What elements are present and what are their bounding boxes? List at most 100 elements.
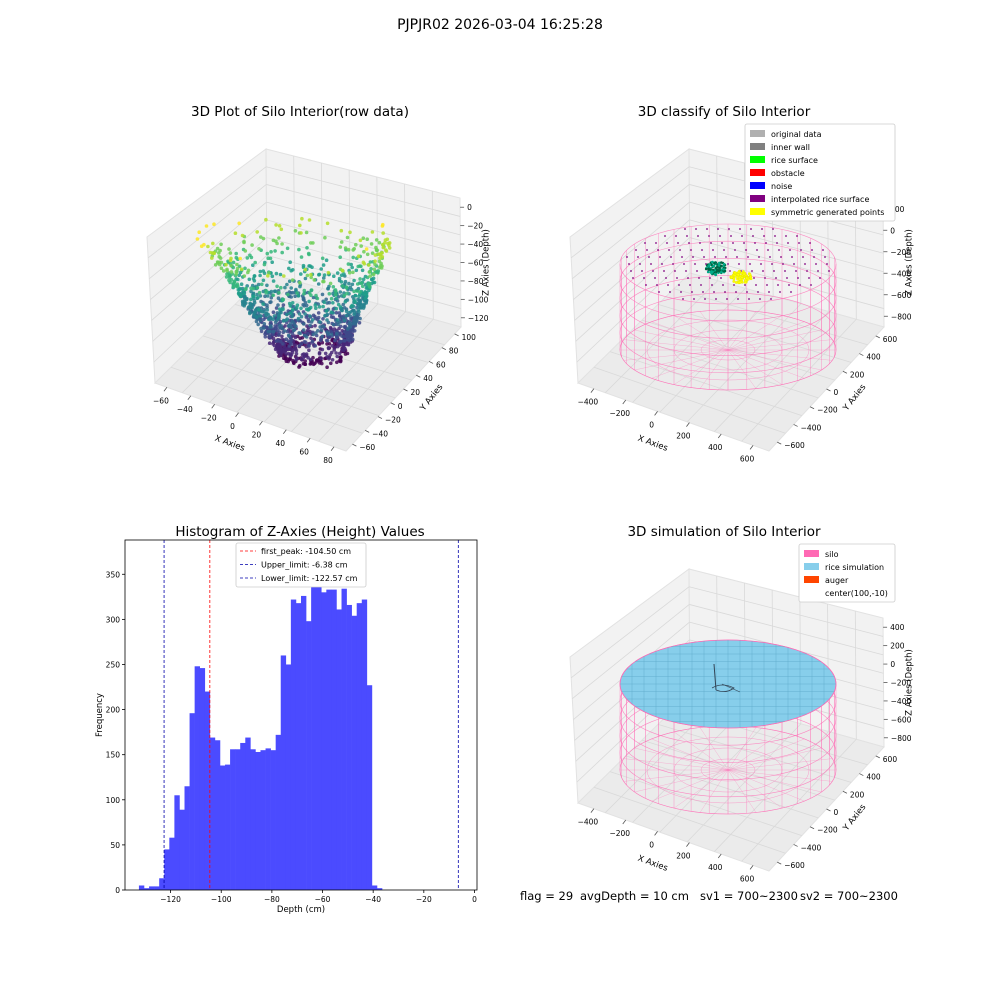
chart2-symmetric-point — [738, 277, 742, 281]
chart4-y-tick-label: 0 — [834, 808, 839, 817]
chart1-data-point — [279, 227, 284, 232]
chart1-data-point — [286, 351, 291, 356]
chart1-z-tick-label: −80 — [468, 277, 484, 286]
chart2-y-tick — [809, 406, 815, 410]
chart2-interpolated-point — [735, 291, 737, 293]
chart1-data-point — [360, 284, 365, 289]
chart1-data-point — [258, 318, 263, 323]
chart1-data-point — [208, 250, 213, 255]
chart1-data-point — [266, 274, 270, 278]
chart2-grid-line — [576, 254, 691, 363]
chart2-interpolated-point — [766, 284, 768, 286]
chart2-silo-floor-spoke — [727, 349, 757, 389]
chart4-grid-line — [570, 586, 690, 679]
chart1-data-point — [314, 331, 318, 335]
chart1-data-point — [276, 296, 281, 301]
chart3-bar — [336, 609, 342, 890]
chart3-bar — [164, 849, 170, 890]
chart1-data-point — [279, 347, 283, 351]
chart2-symmetric-point — [730, 275, 734, 279]
chart4-legend-label: silo — [825, 550, 839, 559]
chart2-symmetric-point — [736, 275, 739, 279]
chart1-data-point — [228, 280, 232, 285]
chart1-data-point — [373, 253, 378, 257]
chart2-interpolated-point — [664, 235, 666, 237]
chart4-legend-label: center(100,-10) — [825, 589, 888, 598]
chart2-interpolated-point — [698, 277, 700, 279]
chart2-z-tick-label: 0 — [890, 226, 895, 235]
chart3-x-tick-label: −20 — [416, 895, 432, 904]
chart2-rice-surface-point — [715, 266, 719, 269]
chart4-y-tick — [875, 755, 880, 759]
chart2-interpolated-point — [713, 291, 715, 293]
chart1-data-point — [324, 309, 329, 313]
chart1-data-point — [279, 285, 283, 290]
chart1-data-point — [278, 272, 283, 277]
chart1-data-point — [339, 339, 343, 344]
chart1-data-point — [350, 265, 355, 270]
chart1-data-point — [293, 347, 298, 351]
chart1-data-point — [309, 288, 314, 292]
chart1-data-point — [227, 247, 231, 251]
chart1-data-point — [251, 263, 255, 268]
chart1-data-point — [202, 242, 206, 247]
chart1-x-tick-label: 40 — [276, 439, 286, 448]
chart3-bar — [371, 885, 378, 890]
chart1-data-point — [254, 319, 259, 324]
chart1-x-tick — [163, 387, 168, 392]
chart1-data-point — [238, 256, 242, 261]
chart1-data-point — [258, 273, 262, 278]
chart3-bar — [311, 556, 317, 890]
chart4-silo-floor-spoke — [727, 769, 805, 802]
chart2-rice-surface-point — [704, 267, 708, 271]
chart1-data-point — [278, 319, 283, 324]
chart2-interpolated-point — [779, 291, 781, 293]
chart1-data-point — [238, 286, 242, 291]
chart1-data-point — [271, 293, 276, 298]
chart1-data-point — [231, 284, 236, 289]
chart2-interpolated-point — [815, 263, 817, 265]
chart2-z-tick-label: −400 — [891, 269, 912, 278]
chart2-legend-label: symmetric generated points — [771, 208, 884, 217]
chart1-data-point — [288, 260, 293, 265]
chart1-grid-line — [404, 183, 406, 312]
chart4-z-tick-label: 0 — [890, 660, 895, 669]
chart2-interpolated-point — [717, 228, 719, 230]
chart2-x-tick — [686, 422, 690, 427]
chart4-silo-floor-spoke — [651, 769, 729, 802]
chart1-grid-line — [149, 184, 267, 280]
chart1-data-point — [303, 340, 308, 345]
chart1-data-point — [342, 338, 346, 343]
chart1-data-point — [305, 273, 310, 278]
chart2-interpolated-point — [679, 249, 681, 251]
chart2-interpolated-point — [802, 256, 804, 258]
chart1-data-point — [319, 267, 324, 271]
chart1-data-point — [277, 236, 281, 240]
chart2-interpolated-point — [665, 277, 667, 279]
chart1-data-point — [243, 266, 247, 271]
chart2-interpolated-point — [700, 284, 702, 286]
chart1-data-point — [333, 292, 338, 297]
chart2-interpolated-point — [691, 291, 693, 293]
chart1-x-tick-label: −60 — [153, 396, 169, 405]
chart1-data-point — [320, 347, 325, 352]
chart1-data-point — [301, 263, 306, 268]
chart2-rice-surface-point — [707, 267, 710, 271]
chart1-data-point — [345, 291, 349, 296]
chart1-data-point — [326, 270, 331, 275]
chart2-interpolated-point — [789, 249, 791, 251]
chart4-silo-floor-spoke — [727, 727, 757, 771]
chart2-interpolated-point — [663, 270, 665, 272]
chart2-z-tick-label: −600 — [891, 291, 912, 300]
chart4-x-tick-label: 200 — [676, 852, 691, 861]
chart1-data-point — [374, 245, 378, 250]
chart3-y-tick-label: 50 — [110, 841, 120, 850]
footer-avg-depth: avgDepth = 10 cm — [580, 889, 689, 903]
chart1-data-point — [264, 311, 268, 316]
chart2-interpolated-point — [694, 263, 696, 265]
chart1-data-point — [285, 282, 289, 287]
chart2-interpolated-point — [668, 249, 670, 251]
chart2-interpolated-point — [732, 242, 734, 244]
chart2-interpolated-point — [727, 263, 729, 265]
chart2-interpolated-point — [784, 270, 786, 272]
